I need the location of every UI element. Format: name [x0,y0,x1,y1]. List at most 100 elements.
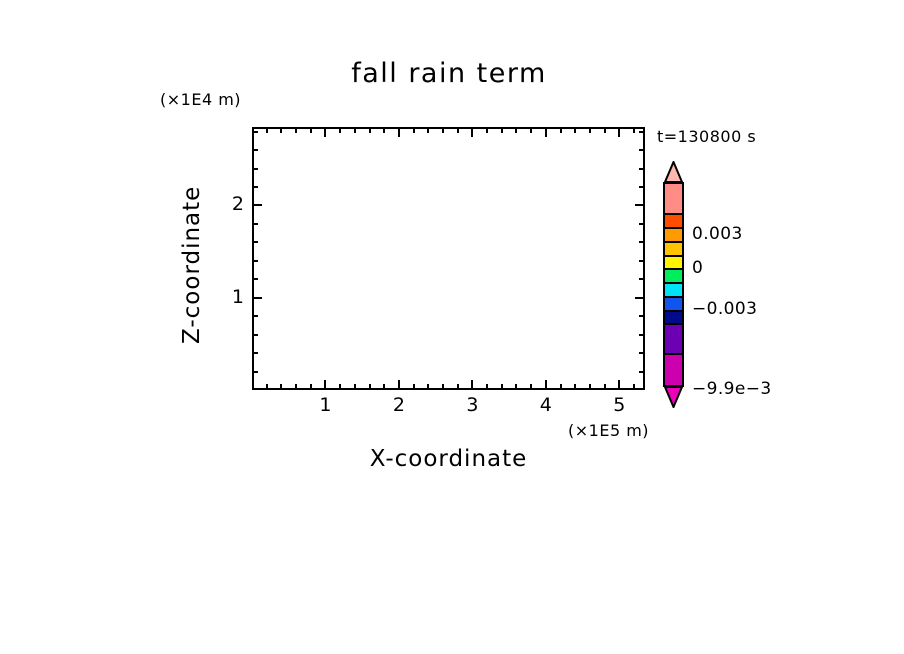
x-tick-minor [574,384,577,389]
y-tick-minor [253,352,258,355]
x-tick-major-top [324,128,327,137]
y-tick-minor-right [639,259,644,262]
y-tick-major [253,204,262,207]
y-tick-minor-right [639,130,644,133]
x-tick-minor-top [441,128,444,133]
colorbar-label-1: 0 [692,258,704,278]
x-tick-minor [265,384,268,389]
colorbar-band [665,256,682,271]
colorbar-bottom-arrow-icon [663,386,684,408]
y-tick-minor-right [639,278,644,281]
x-axis-unit-label: (×1E5 m) [568,421,650,440]
x-tick-minor-top [603,128,606,133]
chart-title: fall rain term [351,58,547,89]
x-tick-minor [588,384,591,389]
x-tick-minor-top [383,128,386,133]
x-tick-minor-top [295,128,298,133]
x-tick-minor-top [412,128,415,133]
y-tick-minor-right [639,315,644,318]
x-tick-minor [339,384,342,389]
y-tick-major [253,296,262,299]
plot-area [252,127,645,390]
y-tick-minor-right [639,222,644,225]
x-tick-minor-top [574,128,577,133]
x-tick-major-top [397,128,400,137]
x-tick-minor-top [486,128,489,133]
timestamp-label: t=130800 s [657,127,757,146]
x-tick-minor [309,384,312,389]
y-tick-minor [253,259,258,262]
x-tick-major-top [618,128,621,137]
colorbar-label-3: −9.9e−3 [692,379,772,399]
colorbar-label-2: −0.003 [692,299,758,319]
x-tick-minor [441,384,444,389]
x-tick-major [618,380,621,389]
y-tick-minor [253,185,258,188]
x-tick-minor-top [427,128,430,133]
x-tick-minor [603,384,606,389]
x-tick-minor [530,384,533,389]
x-tick-minor-top [339,128,342,133]
x-tick-minor-top [588,128,591,133]
x-tick-minor-top [456,128,459,133]
colorbar-band [665,184,682,216]
x-tick-major [544,380,547,389]
y-tick-minor-right [639,149,644,152]
y-tick-minor-right [639,333,644,336]
colorbar-band [665,311,682,326]
x-tick-major [324,380,327,389]
x-tick-label: 2 [392,394,405,416]
x-tick-minor-top [530,128,533,133]
x-tick-minor-top [265,128,268,133]
x-tick-minor [353,384,356,389]
y-tick-minor [253,149,258,152]
colorbar-band [665,270,682,285]
x-tick-minor-top [368,128,371,133]
colorbar-label-0: 0.003 [692,224,743,244]
x-tick-major-top [471,128,474,137]
x-tick-minor-top [500,128,503,133]
colorbar-band [665,297,682,312]
y-tick-label: 1 [231,285,244,308]
x-tick-major [397,380,400,389]
colorbar-top-arrow-icon [663,161,684,183]
x-tick-label: 1 [319,394,332,416]
y-tick-minor-right [639,370,644,373]
x-tick-minor [632,384,635,389]
x-tick-minor-top [353,128,356,133]
x-tick-minor [368,384,371,389]
x-tick-minor [295,384,298,389]
y-tick-minor [253,370,258,373]
x-tick-minor [383,384,386,389]
x-tick-minor [280,384,283,389]
x-tick-minor-top [280,128,283,133]
x-tick-minor-top [632,128,635,133]
y-tick-minor [253,333,258,336]
x-tick-minor-top [515,128,518,133]
y-tick-minor-right [639,185,644,188]
x-tick-major-top [544,128,547,137]
x-tick-minor [515,384,518,389]
field-render-area [254,129,643,388]
x-tick-label: 3 [466,394,479,416]
colorbar-band [665,228,682,243]
colorbar-band [665,354,682,385]
x-tick-label: 5 [613,394,626,416]
colorbar-band [665,284,682,298]
colorbar-band [665,242,682,257]
y-tick-major-right [635,296,644,299]
y-tick-minor-right [639,241,644,244]
x-tick-label: 4 [539,394,552,416]
x-tick-major [471,380,474,389]
y-tick-minor [253,278,258,281]
colorbar-band [665,325,682,355]
y-axis-title: Z-coordinate [179,185,205,345]
y-tick-minor [253,315,258,318]
x-tick-minor [559,384,562,389]
x-tick-minor [486,384,489,389]
colorbar [663,161,684,408]
y-tick-minor [253,222,258,225]
x-tick-minor [500,384,503,389]
y-tick-label: 2 [231,193,244,216]
